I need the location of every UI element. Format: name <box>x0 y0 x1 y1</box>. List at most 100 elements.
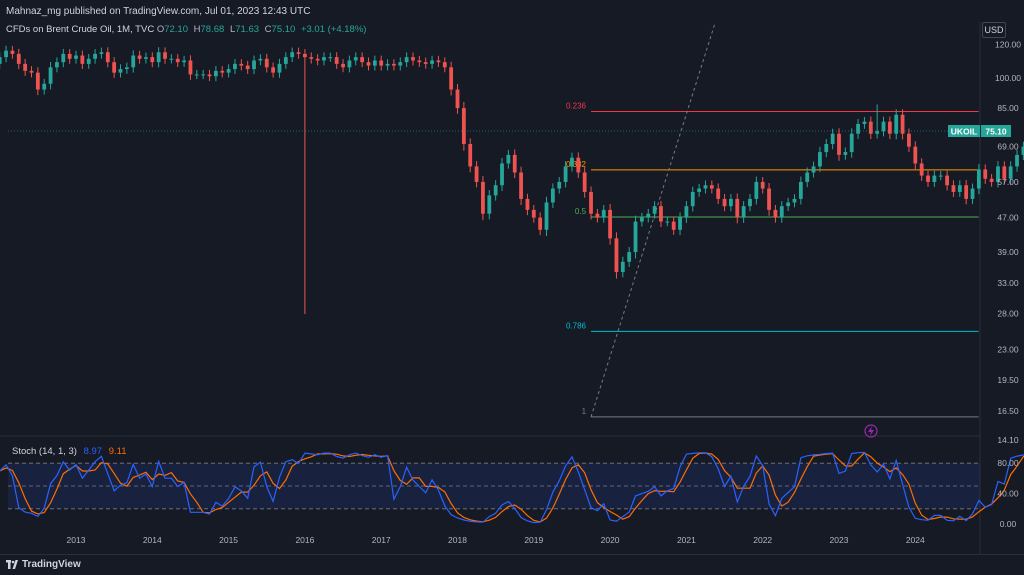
candle-body <box>417 60 422 63</box>
candle-body <box>0 57 2 64</box>
price-tick-label: 47.00 <box>997 213 1019 223</box>
candle-body <box>639 217 644 222</box>
candle-body <box>792 198 797 203</box>
currency-button[interactable]: USD <box>982 22 1006 38</box>
close-value: 75.10 <box>271 24 296 35</box>
stoch-tick-label: 80.00 <box>997 458 1019 468</box>
candle-body <box>29 70 34 73</box>
candle-body <box>601 209 606 218</box>
price-tick-label: 28.00 <box>997 308 1019 318</box>
candle-body <box>55 62 59 68</box>
candle-body <box>360 57 365 63</box>
candle-body <box>779 206 784 218</box>
candle-body <box>124 67 129 70</box>
candle-body <box>144 57 148 59</box>
candle-body <box>983 169 988 179</box>
candle-body <box>245 65 250 70</box>
candle-body <box>175 58 180 63</box>
candle-body <box>493 185 498 196</box>
candle-body <box>748 198 752 207</box>
candle-body <box>703 185 708 189</box>
price-tick-label: 16.50 <box>997 406 1019 416</box>
candle-body <box>112 62 117 73</box>
candle-body <box>697 188 702 192</box>
candle-body <box>315 58 320 61</box>
candle-body <box>506 154 511 164</box>
candle-body <box>455 89 460 109</box>
stoch-legend[interactable]: Stoch (14, 1, 3) 8.97 9.11 <box>12 446 127 457</box>
fib-label: 0.382 <box>566 160 587 169</box>
high-label: H <box>193 24 201 35</box>
candle-body <box>271 67 276 73</box>
last-price-text: 75.10 <box>985 127 1007 137</box>
candle-body <box>213 70 218 77</box>
symbol-legend[interactable]: CFDs on Brent Crude Oil, 1M, TVC O72.10 … <box>6 24 366 35</box>
candle-body <box>1015 154 1019 167</box>
time-tick-label: 2020 <box>601 535 620 545</box>
candle-body <box>690 191 695 207</box>
candle-body <box>347 60 352 68</box>
candle-body <box>23 63 28 71</box>
candle-body <box>309 57 314 59</box>
candle-body <box>868 121 873 134</box>
candle-body <box>938 175 943 177</box>
candle-body <box>887 121 892 134</box>
candle-body <box>550 188 555 203</box>
candle-body <box>570 157 574 167</box>
candle-body <box>589 191 593 214</box>
stochastic-oscillator <box>0 451 1024 524</box>
price-tick-label: 69.00 <box>997 142 1019 152</box>
candle-body <box>767 188 771 210</box>
time-tick-label: 2017 <box>372 535 391 545</box>
candle-body <box>729 198 733 207</box>
candle-body <box>201 74 206 76</box>
price-tick-label: 120.00 <box>995 39 1021 49</box>
candle-body <box>741 206 746 218</box>
candle-body <box>442 62 447 68</box>
candle-body <box>392 63 396 66</box>
candle-body <box>614 238 619 273</box>
stoch-title: Stoch (14, 1, 3) <box>12 446 77 457</box>
close-label: C <box>264 24 272 35</box>
candle-body <box>341 63 345 68</box>
candle-body <box>646 213 651 218</box>
low-value: 71.63 <box>235 24 260 35</box>
candle-body <box>385 63 390 66</box>
candle-body <box>608 209 612 239</box>
candle-body <box>563 166 568 182</box>
footer: TradingView <box>0 554 1024 575</box>
candle-body <box>283 57 288 64</box>
price-tick-label: 57.00 <box>997 177 1019 187</box>
price-tick-label: 19.50 <box>997 375 1019 385</box>
candle-body <box>290 52 295 58</box>
price-tick-label: 14.10 <box>997 435 1019 445</box>
tradingview-brand: TradingView <box>22 559 81 570</box>
candle-body <box>659 206 663 222</box>
candle-body <box>512 154 517 173</box>
change-value: +3.01 (+4.18%) <box>300 24 367 35</box>
candle-body <box>798 181 803 199</box>
candle-body <box>722 198 727 207</box>
candle-body <box>86 58 91 64</box>
candle-body <box>754 181 759 199</box>
published-by-text: Mahnaz_mg published on TradingView.com, … <box>6 6 311 17</box>
time-tick-label: 2013 <box>67 535 86 545</box>
candle-body <box>716 188 721 199</box>
fib-label: 0.5 <box>575 207 587 216</box>
candle-body <box>996 166 1000 182</box>
candle-body <box>926 175 930 182</box>
candle-body <box>42 83 47 90</box>
candle-body <box>665 221 670 223</box>
candle-body <box>894 114 899 134</box>
time-tick-label: 2015 <box>219 535 238 545</box>
candle-body <box>372 60 377 66</box>
candle-body <box>169 58 174 60</box>
candle-body <box>875 131 880 134</box>
candle-body <box>93 53 97 59</box>
candle-body <box>519 172 523 199</box>
candle-body <box>531 209 536 218</box>
candle-body <box>334 57 339 64</box>
candle-body <box>449 67 454 90</box>
candle-body <box>671 221 676 230</box>
